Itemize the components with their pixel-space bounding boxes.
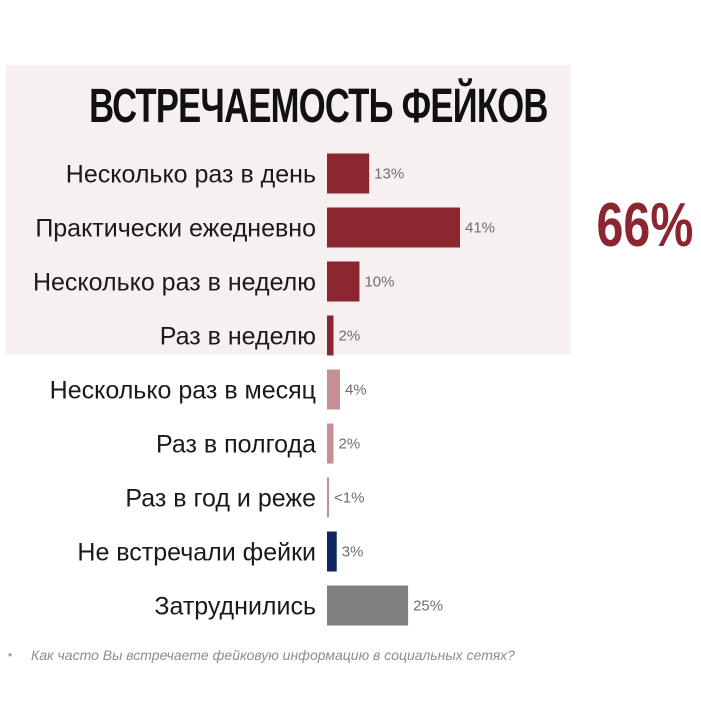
chart-title: ВСТРЕЧАЕМОСТЬ ФЕЙКОВ: [89, 80, 548, 133]
bar: [327, 585, 409, 626]
bar: [327, 153, 370, 194]
value-label: 41%: [465, 220, 495, 237]
highlight-group-total: 66%: [596, 191, 694, 260]
bar: [327, 477, 329, 518]
value-label: 4%: [345, 382, 367, 399]
category-label: Раз в неделю: [160, 323, 316, 351]
value-label: <1%: [334, 490, 364, 507]
bar: [327, 207, 460, 248]
value-label: 13%: [374, 166, 404, 183]
bar: [327, 261, 360, 302]
bar-chart: Несколько раз в день 13% Практически ежедн…: [33, 153, 495, 626]
category-label: Не встречали фейки: [77, 539, 316, 567]
value-label: 2%: [338, 436, 360, 453]
value-label: 2%: [338, 328, 360, 345]
bar: [327, 531, 337, 572]
highlight-panel: [6, 65, 571, 355]
category-label: Практически ежедневно: [35, 215, 316, 243]
bar: [327, 423, 334, 464]
category-label: Затруднились: [154, 593, 316, 621]
value-label: 10%: [364, 274, 394, 291]
footnote-question: Как часто Вы встречаете фейковую информа…: [31, 647, 515, 663]
category-label: Раз в полгода: [156, 431, 316, 459]
category-label: Несколько раз в месяц: [50, 377, 316, 405]
category-label: Несколько раз в день: [66, 161, 316, 189]
footnote-bullet: •: [8, 648, 13, 662]
value-label: 3%: [342, 544, 364, 561]
value-label: 25%: [413, 598, 443, 615]
bar: [327, 369, 340, 410]
category-label: Раз в год и реже: [125, 485, 316, 513]
category-label: Несколько раз в неделю: [33, 269, 316, 297]
bar: [327, 315, 334, 356]
